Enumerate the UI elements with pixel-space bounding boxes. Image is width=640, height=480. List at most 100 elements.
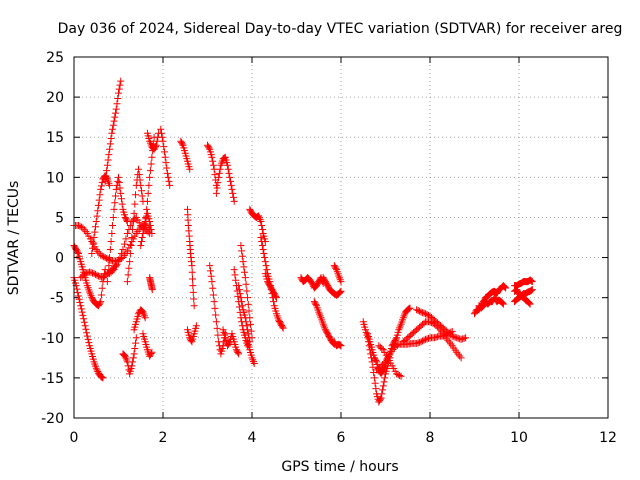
data-point (450, 333, 458, 341)
data-point (109, 221, 117, 229)
data-point (501, 283, 509, 291)
data-point (187, 336, 195, 344)
data-point (146, 173, 154, 181)
data-point (258, 242, 266, 250)
data-point (98, 178, 106, 186)
data-point (97, 291, 105, 299)
data-point (394, 371, 402, 379)
data-point (380, 378, 388, 386)
data-point (111, 199, 119, 207)
data-point (243, 322, 251, 330)
data-point (210, 165, 218, 173)
data-series-arc-k (130, 306, 149, 334)
data-point (102, 172, 110, 180)
data-point (208, 153, 216, 161)
data-point (502, 284, 510, 292)
data-point (148, 229, 156, 237)
data-point (130, 350, 138, 358)
data-point (210, 298, 218, 306)
data-point (106, 246, 114, 254)
data-point (261, 254, 269, 262)
data-point (129, 358, 137, 366)
data-series-arc-i (119, 334, 140, 378)
data-series-arc-a (70, 274, 107, 382)
data-point (118, 200, 126, 208)
data-point (93, 366, 101, 374)
data-point (74, 289, 82, 297)
data-point (460, 334, 468, 342)
data-series-arc-as (511, 276, 536, 290)
data-point (109, 213, 117, 221)
data-point (131, 200, 139, 208)
data-point (103, 254, 111, 262)
data-point (161, 153, 169, 161)
data-point (422, 310, 430, 318)
data-point (527, 277, 535, 285)
data-point (232, 276, 240, 284)
data-point (94, 207, 102, 215)
data-point (142, 213, 150, 221)
data-point (404, 305, 412, 313)
data-series-arc-ae (261, 270, 280, 302)
data-point (83, 332, 91, 340)
data-point (230, 266, 238, 274)
data-point (74, 248, 82, 256)
data-point (105, 262, 113, 270)
data-point (113, 100, 121, 108)
data-point (115, 258, 122, 266)
data-point (189, 282, 197, 290)
data-point (205, 144, 213, 152)
data-point (393, 341, 401, 349)
data-point (138, 192, 146, 200)
data-point (112, 262, 120, 270)
data-point (137, 181, 145, 189)
data-point (147, 160, 155, 168)
data-point (448, 332, 456, 340)
data-point (131, 344, 139, 352)
data-point (137, 238, 145, 246)
data-series-arc-ag (319, 274, 345, 299)
data-points (70, 77, 536, 406)
data-point (163, 169, 171, 177)
data-point (462, 334, 470, 342)
data-point (244, 300, 252, 308)
data-point (336, 341, 344, 349)
data-point (92, 364, 100, 372)
x-axis-label: GPS time / hours (281, 459, 398, 475)
data-point (259, 246, 267, 254)
data-point (226, 173, 234, 181)
data-point (214, 331, 222, 339)
data-point (379, 386, 387, 394)
data-point (90, 270, 98, 278)
data-point (109, 125, 117, 133)
data-point (130, 209, 138, 217)
y-tick-label: -10 (41, 331, 64, 347)
data-point (96, 299, 104, 307)
data-point (132, 191, 140, 199)
data-point (128, 362, 136, 370)
data-series-arc-m (139, 330, 156, 360)
data-point (78, 308, 86, 316)
data-point (141, 314, 149, 322)
data-series-arc-s (183, 205, 198, 310)
data-point (207, 272, 215, 280)
data-point (110, 205, 118, 213)
plot-frame (73, 56, 609, 419)
data-point (146, 167, 154, 175)
data-point (241, 268, 249, 276)
data-point (212, 318, 220, 326)
data-series-arc-ab (244, 338, 258, 367)
data-point (186, 165, 194, 173)
data-point (500, 282, 508, 290)
data-point (92, 223, 100, 231)
data-point (152, 141, 160, 149)
data-point (115, 173, 122, 181)
data-point (430, 334, 438, 342)
data-point (420, 336, 428, 344)
data-point (188, 268, 196, 276)
data-point (143, 205, 151, 213)
x-tick-label: 12 (599, 430, 617, 446)
data-point (158, 133, 166, 141)
data-point (229, 193, 237, 201)
data-point (145, 181, 153, 189)
